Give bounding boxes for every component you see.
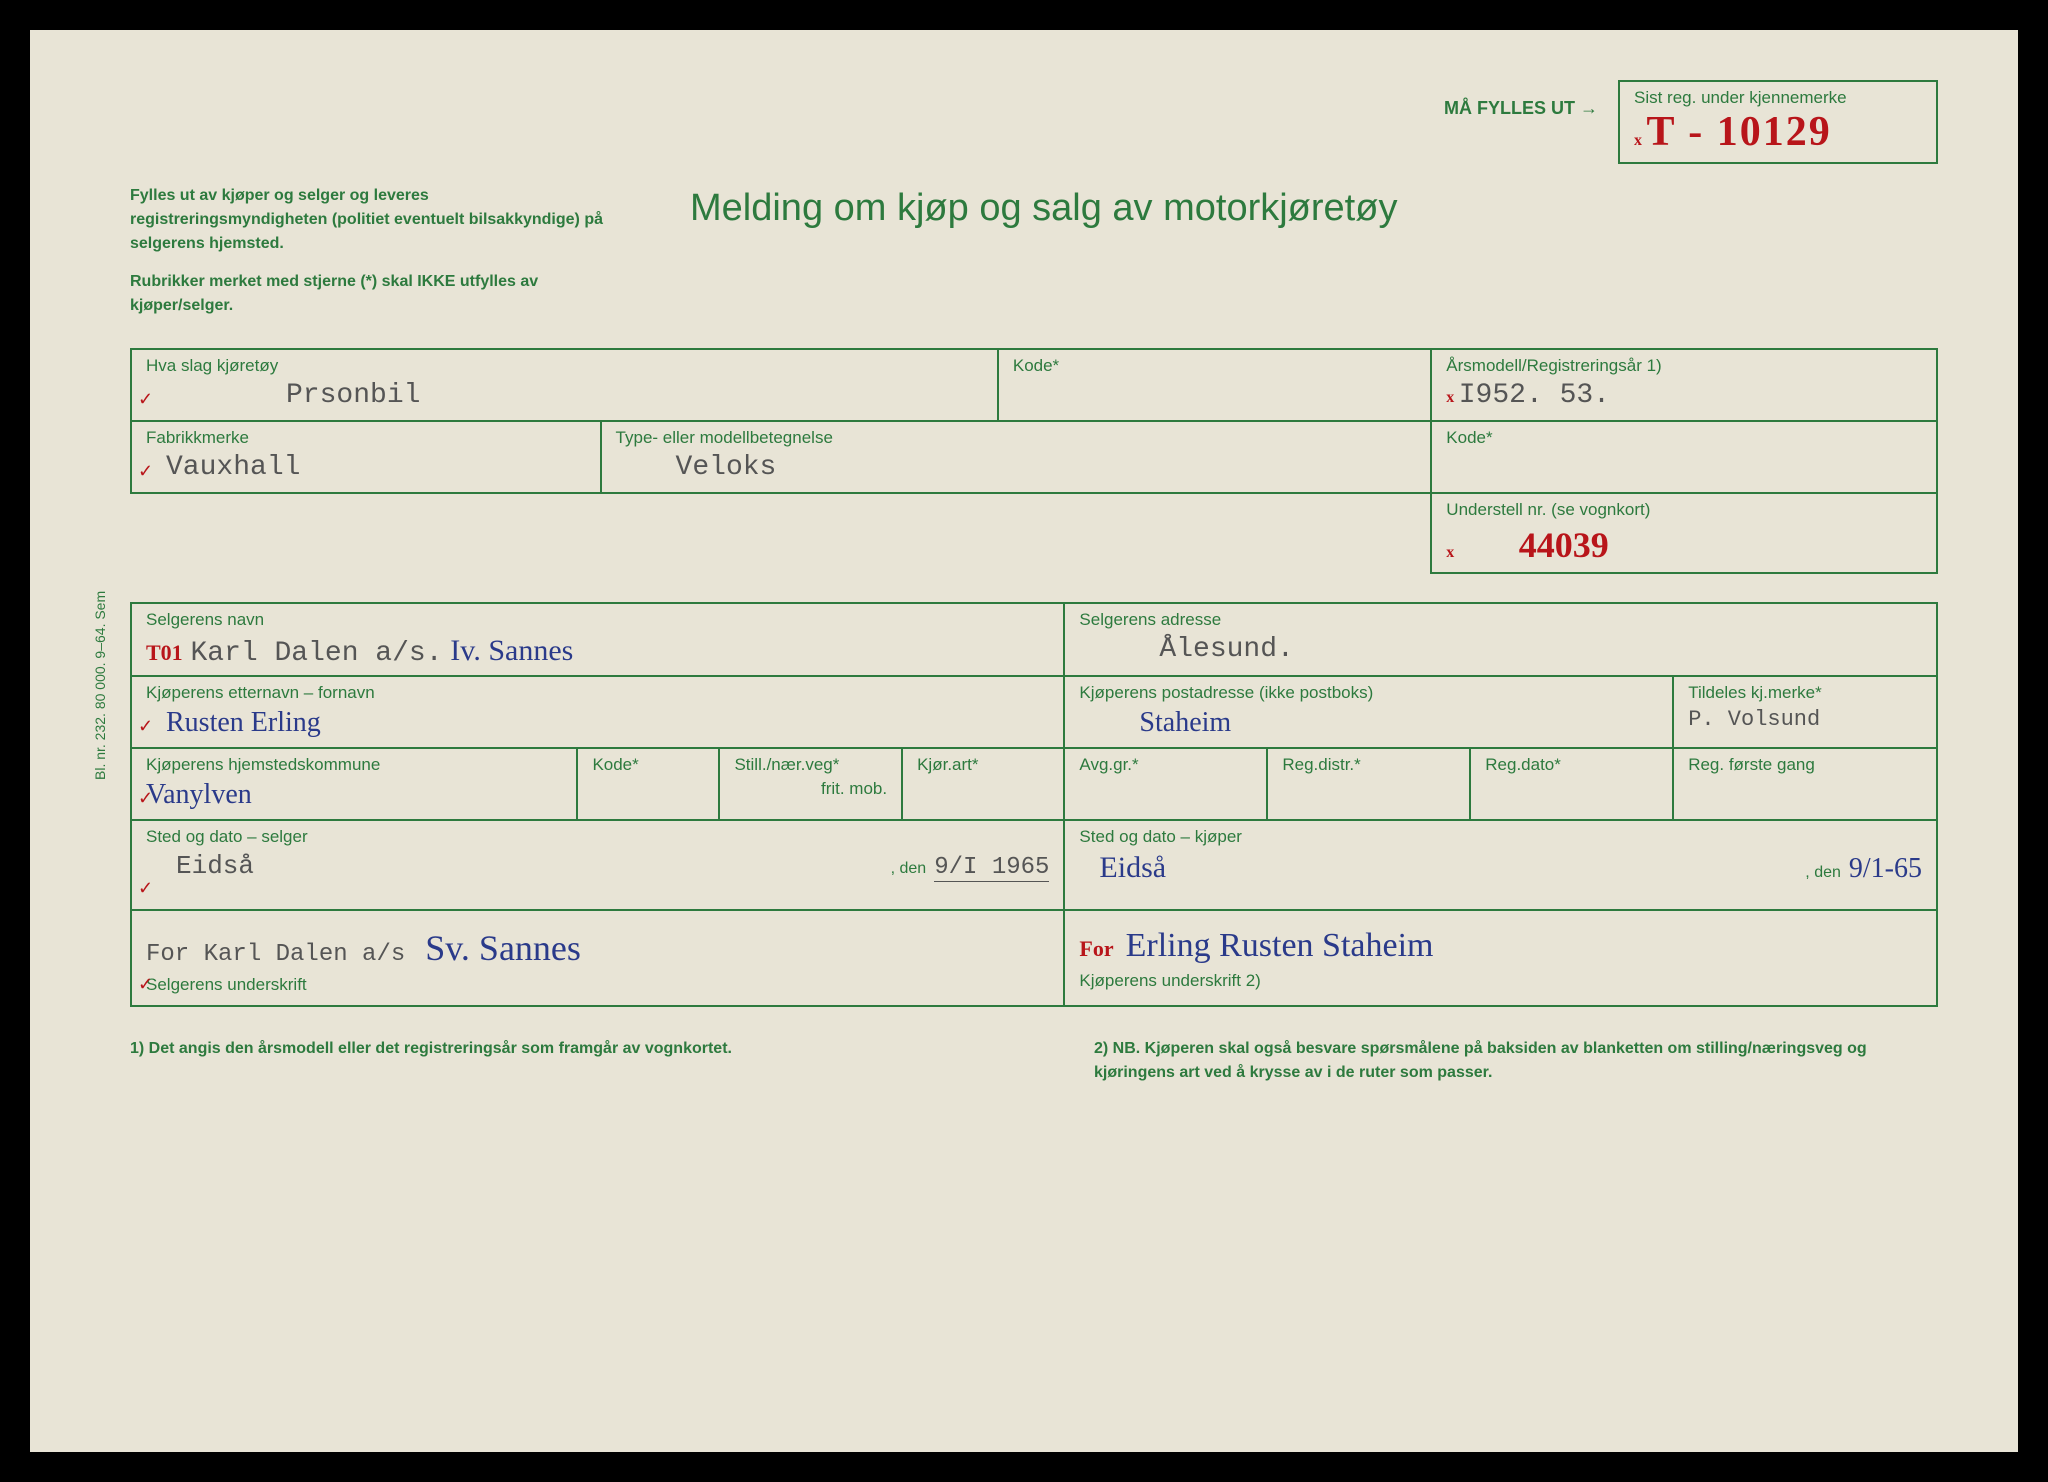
seller-place-date-label: Sted og dato – selger — [146, 827, 1049, 847]
buyer-addr-label: Kjøperens postadresse (ikke postboks) — [1079, 683, 1658, 703]
model-label: Type- eller modellbetegnelse — [616, 428, 1417, 448]
seller-den: , den — [891, 860, 927, 878]
buyer-place: Eidså — [1079, 851, 1166, 885]
still-label: Still./nær.veg* — [734, 755, 887, 775]
seller-for: For Karl Dalen a/s — [146, 941, 405, 968]
regdistr-label: Reg.distr.* — [1282, 755, 1455, 775]
instructions: Fylles ut av kjøper og selger og leveres… — [130, 184, 610, 318]
chassis-value: 44039 — [1459, 525, 1609, 565]
buyer-sig-label: Kjøperens underskrift 2) — [1079, 971, 1922, 991]
seller-addr-label: Selgerens adresse — [1079, 610, 1922, 630]
year-label: Årsmodell/Registreringsår 1) — [1446, 356, 1922, 376]
header-row: Fylles ut av kjøper og selger og leveres… — [130, 184, 1938, 318]
chassis-label: Understell nr. (se vognkort) — [1446, 500, 1922, 520]
buyer-signature: Erling Rusten Staheim — [1126, 927, 1434, 965]
form-page: Bl. nr. 232. 80 000. 9–64. Sem MÅ FYLLES… — [30, 30, 2018, 1452]
registration-box: Sist reg. under kjennemerke x T - 10129 — [1618, 80, 1938, 164]
print-info: Bl. nr. 232. 80 000. 9–64. Sem — [92, 591, 108, 780]
muni-value: Vanylven — [146, 779, 562, 813]
still-sub: frit. mob. — [734, 779, 887, 799]
must-fill-label: MÅ FYLLES UT → — [1444, 98, 1598, 164]
avg-label: Avg.gr.* — [1079, 755, 1252, 775]
footnote-1: 1) Det angis den årsmodell eller det reg… — [130, 1037, 974, 1085]
top-row: MÅ FYLLES UT → Sist reg. under kjennemer… — [130, 80, 1938, 164]
seller-place: Eidså — [146, 851, 254, 881]
seller-addr: Ålesund. — [1079, 634, 1922, 668]
seller-prefix-hand: T01 — [146, 640, 183, 665]
reg-label: Sist reg. under kjennemerke — [1634, 88, 1847, 107]
seller-name-typed: Karl Dalen a/s. — [190, 638, 442, 669]
firstreg-label: Reg. første gang — [1688, 755, 1922, 775]
seller-date: 9/I 1965 — [934, 854, 1049, 882]
kode-value-1 — [1013, 380, 1416, 414]
kode-label-1: Kode* — [1013, 356, 1416, 376]
form-title: Melding om kjøp og salg av motorkjøretøy — [690, 184, 1938, 318]
buyer-den: , den — [1805, 864, 1841, 882]
vehicle-type: Prsonbil — [146, 380, 983, 414]
chassis-prefix-mark: x — [1446, 544, 1454, 561]
buyer-place-date-label: Sted og dato – kjøper — [1079, 827, 1922, 847]
make-value: Vauxhall — [146, 452, 586, 486]
seller-name-label: Selgerens navn — [146, 610, 1049, 630]
kjor-label: Kjør.art* — [917, 755, 1049, 775]
mark-value: P. Volsund — [1688, 707, 1922, 741]
buyer-addr: Staheim — [1079, 707, 1658, 741]
instructions-line1: Fylles ut av kjøper og selger og leveres… — [130, 184, 610, 256]
buyer-name: Rusten Erling — [146, 707, 1049, 741]
reg-prefix-mark: x — [1634, 132, 1642, 149]
parties-block: Selgerens navn T01 Karl Dalen a/s. Iv. S… — [130, 602, 1938, 1007]
mark-label: Tildeles kj.merke* — [1688, 683, 1922, 703]
seller-signature: Sv. Sannes — [425, 927, 581, 969]
model-value: Veloks — [616, 452, 1417, 486]
regdato-label: Reg.dato* — [1485, 755, 1658, 775]
footnote-2: 2) NB. Kjøperen skal også besvare spørsm… — [1094, 1037, 1938, 1085]
reg-value: T - 10129 — [1646, 109, 1831, 155]
year-value: I952. 53. — [1459, 380, 1610, 411]
footnotes: 1) Det angis den årsmodell eller det reg… — [130, 1037, 1938, 1085]
buyer-name-label: Kjøperens etternavn – fornavn — [146, 683, 1049, 703]
kode-label-2: Kode* — [1446, 428, 1922, 448]
vehicle-type-label: Hva slag kjøretøy — [146, 356, 983, 376]
year-prefix-mark: x — [1446, 389, 1454, 406]
make-label: Fabrikkmerke — [146, 428, 586, 448]
vehicle-block: ✓ Hva slag kjøretøy Prsonbil Kode* Årsmo… — [130, 348, 1938, 574]
buyer-date: 9/1-65 — [1849, 853, 1922, 885]
seller-name-hand: Iv. Sannes — [450, 634, 573, 667]
kode-label-3: Kode* — [592, 755, 704, 775]
muni-label: Kjøperens hjemstedskommune — [146, 755, 562, 775]
instructions-line2: Rubrikker merket med stjerne (*) skal IK… — [130, 270, 610, 318]
buyer-sig-prefix: For — [1079, 936, 1113, 962]
seller-sig-label: Selgerens underskrift — [146, 975, 1049, 995]
